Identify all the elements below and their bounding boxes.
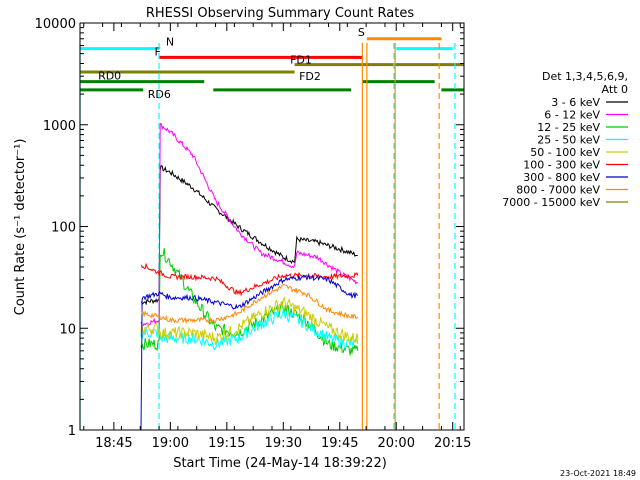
legend-label: 800 - 7000 keV — [516, 184, 600, 197]
legend-label: 50 - 100 keV — [530, 146, 600, 159]
flag-label-n: N — [166, 36, 174, 49]
legend-label: 6 - 12 keV — [544, 109, 600, 122]
flag-label-s: S — [358, 26, 365, 39]
series-line-300-800-kev — [140, 272, 359, 430]
legend-label: 7000 - 15000 keV — [502, 196, 600, 209]
y-tick-label: 1000 — [43, 119, 76, 134]
x-tick-label: 19:00 — [152, 436, 189, 451]
footer-date: 23-Oct-2021 18:49 — [560, 469, 636, 478]
series-line-50-100-kev — [140, 295, 359, 346]
legend-header-line1: Det 1,3,4,5,6,9, — [542, 70, 628, 83]
x-tick-label: 20:00 — [378, 436, 415, 451]
y-tick-label: 10000 — [35, 17, 76, 32]
axes: 1 10 100 1000 10000 18:45 19:00 19:15 19:30 19:45… — [35, 17, 472, 451]
legend-label: 100 - 300 keV — [523, 159, 600, 172]
x-tick-label: 19:45 — [321, 436, 358, 451]
series-line-6-12-kev — [140, 123, 358, 327]
flag-bars: NSFFD1FD2RD0RD6 — [80, 26, 464, 101]
flag-label-fd2: FD2 — [299, 70, 321, 83]
x-tick-label: 19:30 — [265, 436, 302, 451]
y-tick-label: 1 — [68, 424, 76, 439]
x-tick-label: 19:15 — [208, 436, 245, 451]
y-tick-label: 10 — [59, 322, 76, 337]
legend-label: 12 - 25 keV — [537, 121, 600, 134]
legend-label: 25 - 50 keV — [537, 134, 600, 147]
y-tick-label: 100 — [51, 221, 76, 236]
chart-title: RHESSI Observing Summary Count Rates — [146, 6, 415, 21]
data-series — [140, 123, 359, 430]
series-line-800-7000-kev — [140, 283, 359, 325]
x-tick-label: 18:45 — [95, 436, 132, 451]
flag-label-fd1: FD1 — [290, 54, 312, 67]
legend-label: 3 - 6 keV — [551, 96, 600, 109]
flag-label-f: F — [155, 45, 161, 58]
x-axis-label: Start Time (24-May-14 18:39:22) — [173, 456, 387, 471]
y-axis-label: Count Rate (s⁻¹ detector⁻¹) — [13, 139, 28, 316]
series-line-25-50-kev — [140, 308, 359, 351]
x-tick-label: 20:15 — [434, 436, 471, 451]
flag-label-rd0: RD0 — [98, 70, 121, 83]
series-line-3-6-kev — [140, 165, 358, 306]
legend-header-line2: Att 0 — [602, 83, 628, 96]
legend-label: 300 - 800 keV — [523, 171, 600, 184]
